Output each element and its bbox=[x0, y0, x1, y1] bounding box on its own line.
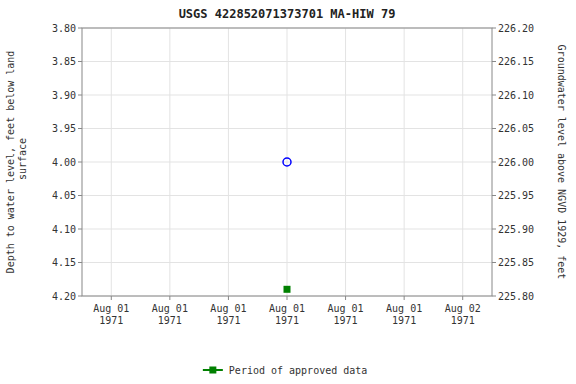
tick bbox=[78, 95, 82, 96]
y-axis-label: Depth to water level, feet below land su… bbox=[5, 51, 28, 274]
tick-label: 225.95 bbox=[498, 190, 534, 201]
point bbox=[284, 286, 291, 293]
tick-label: 226.05 bbox=[498, 123, 534, 134]
tick bbox=[111, 296, 112, 300]
title: USGS 422852071373701 MA-HIW 79 bbox=[179, 7, 396, 21]
tick-label: 3.90 bbox=[52, 90, 76, 101]
tick bbox=[492, 61, 496, 62]
tick bbox=[78, 162, 82, 163]
tick-label: 3.95 bbox=[52, 123, 76, 134]
tick bbox=[404, 296, 405, 300]
tick bbox=[345, 296, 346, 300]
tick-label: Aug 021971 bbox=[445, 303, 481, 326]
tick bbox=[492, 262, 496, 263]
tick bbox=[492, 162, 496, 163]
tick-label: 226.20 bbox=[498, 23, 534, 34]
grid bbox=[82, 28, 492, 296]
y-axis: 3.80 3.85 3.90 3.95 4.00 4.05 4.10 4.15 4.20 bbox=[52, 23, 82, 302]
tick bbox=[78, 262, 82, 263]
tick bbox=[287, 296, 288, 300]
tick-label: 225.85 bbox=[498, 257, 534, 268]
tick bbox=[78, 195, 82, 196]
tick bbox=[462, 296, 463, 300]
x-axis: Aug 011971 Aug 011971 Aug 011971 Aug 011971… bbox=[93, 296, 481, 326]
tick bbox=[492, 28, 496, 29]
legend: Period of approved data bbox=[203, 365, 367, 376]
tick-label: 226.10 bbox=[498, 90, 534, 101]
tick bbox=[492, 229, 496, 230]
grid-line bbox=[287, 28, 288, 296]
grid-line bbox=[169, 28, 170, 296]
legend-label: Period of approved data bbox=[229, 365, 367, 376]
tick-label: 226.00 bbox=[498, 157, 534, 168]
point bbox=[283, 158, 291, 166]
tick-label: 3.85 bbox=[52, 56, 76, 67]
tick-label: Aug 011971 bbox=[152, 303, 188, 326]
tick-label: 4.20 bbox=[52, 291, 76, 302]
tick-label: 4.05 bbox=[52, 190, 76, 201]
y2-axis-label: Groundwater level above NGVD 1929, feet bbox=[556, 45, 567, 280]
tick bbox=[169, 296, 170, 300]
tick bbox=[78, 229, 82, 230]
legend-swatch bbox=[209, 367, 216, 374]
tick-label: Aug 011971 bbox=[210, 303, 246, 326]
tick bbox=[492, 296, 496, 297]
tick-label: 4.00 bbox=[52, 157, 76, 168]
tick bbox=[492, 95, 496, 96]
tick bbox=[78, 61, 82, 62]
tick-label: 4.15 bbox=[52, 257, 76, 268]
marks bbox=[283, 158, 291, 293]
tick bbox=[492, 128, 496, 129]
grid-line bbox=[111, 28, 112, 296]
tick bbox=[78, 28, 82, 29]
tick-label: 226.15 bbox=[498, 56, 534, 67]
tick-label: 225.90 bbox=[498, 224, 534, 235]
tick-label: Aug 011971 bbox=[269, 303, 305, 326]
plot-frame bbox=[82, 28, 492, 296]
tick-label: 225.80 bbox=[498, 291, 534, 302]
grid-line bbox=[404, 28, 405, 296]
grid-line bbox=[462, 28, 463, 296]
tick-label: 3.80 bbox=[52, 23, 76, 34]
grid-line bbox=[228, 28, 229, 296]
tick bbox=[78, 128, 82, 129]
tick-label: 4.10 bbox=[52, 224, 76, 235]
tick bbox=[492, 195, 496, 196]
tick bbox=[228, 296, 229, 300]
tick-label: Aug 011971 bbox=[328, 303, 364, 326]
tick bbox=[78, 296, 82, 297]
tick-label: Aug 011971 bbox=[386, 303, 422, 326]
grid-line bbox=[345, 28, 346, 296]
y2-axis: 226.20 226.15 226.10 226.05 226.00 225.95 225.… bbox=[492, 23, 534, 302]
chart: 3.80 3.85 3.90 3.95 4.00 4.05 4.10 4.15 4.20 226.… bbox=[0, 0, 576, 384]
tick-label: Aug 011971 bbox=[93, 303, 129, 326]
